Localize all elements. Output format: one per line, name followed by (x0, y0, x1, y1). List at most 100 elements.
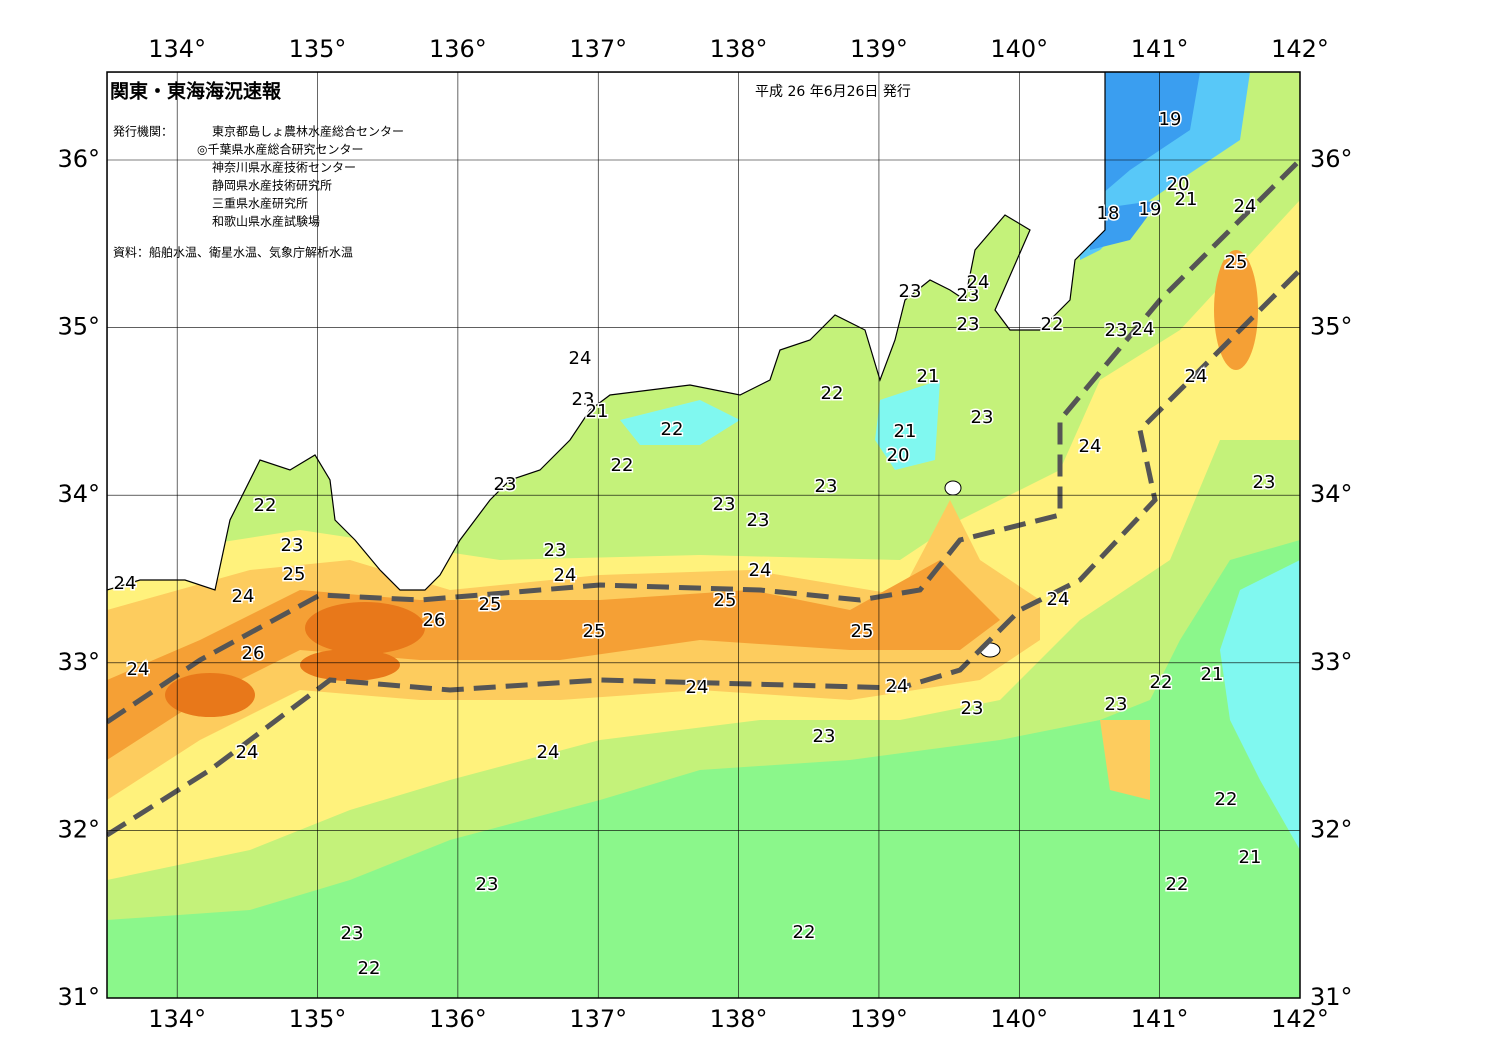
contour-label: 24 (1132, 319, 1155, 340)
lat-tick-label: 34° (1310, 480, 1353, 508)
graticule: 134° 134° 135° 135° 136° 136° 137° 137° 138° 138°… (57, 35, 1352, 1033)
lon-tick-label: 139° (850, 35, 908, 63)
lon-tick-label: 140° (990, 1005, 1048, 1033)
contour-label: 23 (957, 285, 980, 306)
contour-label: 18 (1097, 203, 1120, 224)
contour-label: 24 (1185, 366, 1208, 387)
contour-label: 21 (1175, 189, 1198, 210)
contour-label: 25 (583, 621, 606, 642)
contour-label: 22 (1150, 672, 1173, 693)
issuer: 和歌山県水産試験場 (212, 214, 320, 229)
contour-label: 20 (1167, 174, 1190, 195)
lat-tick-label: 35° (1310, 313, 1353, 341)
contour-label: 25 (479, 594, 502, 615)
contour-label: 24 (232, 586, 255, 607)
issuers-label: 発行機関： (113, 124, 173, 139)
contour-label: 23 (813, 726, 836, 747)
contour-label: 22 (661, 419, 684, 440)
contour-label: 24 (537, 742, 560, 763)
contour-label: 22 (611, 455, 634, 476)
lon-tick-label: 140° (990, 35, 1048, 63)
lat-tick-label: 32° (57, 815, 100, 843)
contour-label: 24 (127, 659, 150, 680)
contour-label: 19 (1139, 199, 1162, 220)
lon-tick-label: 138° (710, 1005, 768, 1033)
lon-tick-label: 142° (1271, 35, 1329, 63)
contour-label: 22 (358, 958, 381, 979)
contour-label: 23 (341, 923, 364, 944)
issuer: 神奈川県水産技術センター (212, 160, 356, 175)
issuer: 静岡県水産技術研究所 (212, 178, 332, 193)
contour-label: 24 (554, 565, 577, 586)
lon-tick-label: 141° (1131, 1005, 1189, 1033)
lon-tick-label: 141° (1131, 35, 1189, 63)
contour-label: 21 (894, 421, 917, 442)
contour-label: 24 (569, 348, 592, 369)
issuer: 東京都島しょ農林水産総合センター (212, 124, 404, 139)
contour-label: 25 (851, 621, 874, 642)
lon-tick-label: 142° (1271, 1005, 1329, 1033)
contour-label: 23 (572, 389, 595, 410)
lon-tick-label: 136° (429, 1005, 487, 1033)
issuer: 三重県水産研究所 (212, 196, 308, 211)
lat-tick-label: 36° (1310, 145, 1353, 173)
contour-label: 24 (1234, 196, 1257, 217)
contour-label: 25 (714, 590, 737, 611)
lat-tick-label: 32° (1310, 815, 1353, 843)
contour-label: 23 (544, 540, 567, 561)
contour-label: 23 (1105, 320, 1128, 341)
issue-date: 平成 26 年6月26日 発行 (755, 84, 911, 100)
lat-tick-label: 31° (1310, 983, 1353, 1011)
contour-label: 23 (494, 474, 517, 495)
lat-tick-label: 34° (57, 480, 100, 508)
contour-label: 23 (971, 407, 994, 428)
contour-label: 24 (114, 573, 137, 594)
contour-label: 23 (1253, 472, 1276, 493)
contour-label: 23 (1105, 694, 1128, 715)
contour-label: 22 (821, 383, 844, 404)
contour-label: 21 (1239, 847, 1262, 868)
contour-label: 22 (1215, 789, 1238, 810)
contour-label: 22 (793, 922, 816, 943)
contour-label: 23 (961, 698, 984, 719)
lon-tick-label: 135° (289, 1005, 347, 1033)
data-source: 資料：船舶水温、衛星水温、気象庁解析水温 (113, 245, 353, 260)
lon-tick-label: 139° (850, 1005, 908, 1033)
lat-tick-label: 36° (57, 145, 100, 173)
contour-label: 25 (1225, 252, 1248, 273)
contour-label: 21 (917, 366, 940, 387)
contour-label: 24 (1079, 436, 1102, 457)
contour-label: 25 (283, 564, 306, 585)
issuer: ◎千葉県水産総合研究センター (197, 142, 363, 157)
contour-label: 26 (242, 643, 265, 664)
title: 関東・東海海況速報 (110, 80, 282, 103)
contour-label: 21 (1201, 664, 1224, 685)
contour-label: 24 (967, 272, 990, 293)
lat-tick-label: 33° (1310, 648, 1353, 676)
contour-label: 24 (1047, 589, 1070, 610)
contour-label: 22 (1166, 874, 1189, 895)
lon-tick-label: 134° (148, 35, 206, 63)
contour-label: 23 (747, 510, 770, 531)
lon-tick-label: 137° (569, 1005, 627, 1033)
contour-label: 22 (1041, 314, 1064, 335)
contour-label: 23 (476, 874, 499, 895)
contour-label: 24 (236, 742, 259, 763)
lon-tick-label: 136° (429, 35, 487, 63)
lon-tick-label: 135° (289, 35, 347, 63)
contour-label: 23 (957, 314, 980, 335)
lat-tick-label: 31° (57, 983, 100, 1011)
contour-label: 23 (815, 476, 838, 497)
contour-label: 26 (423, 610, 446, 631)
lon-tick-label: 134° (148, 1005, 206, 1033)
contour-label: 19 (1159, 109, 1182, 130)
lon-tick-label: 137° (569, 35, 627, 63)
contour-label: 23 (899, 281, 922, 302)
contour-label: 21 (586, 401, 609, 422)
lat-tick-label: 35° (57, 313, 100, 341)
lat-tick-label: 33° (57, 648, 100, 676)
contour-label: 23 (281, 535, 304, 556)
contour-label: 24 (749, 560, 772, 581)
